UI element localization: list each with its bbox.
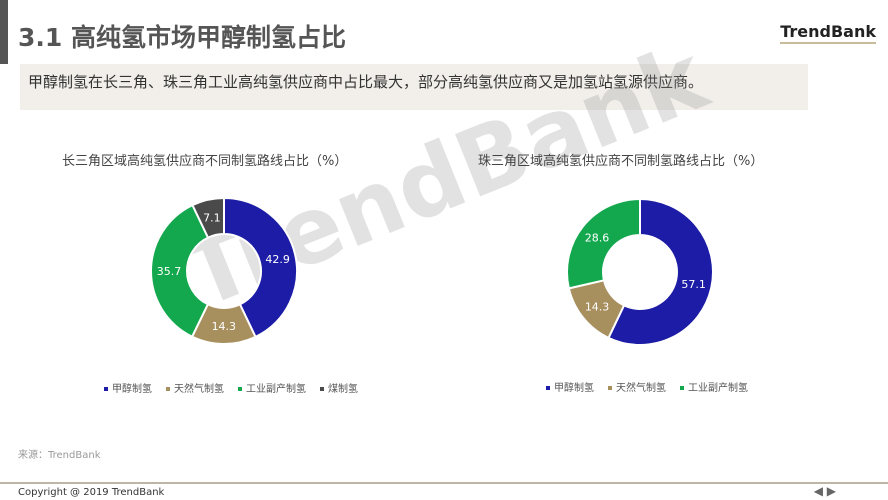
data-label: 35.7 [157, 265, 182, 278]
copyright: Copyright @ 2019 TrendBank [18, 487, 165, 498]
legend-swatch [166, 387, 170, 391]
legend-label: 天然气制氢 [174, 384, 224, 395]
data-label: 7.1 [203, 211, 221, 224]
chart2-legend: 甲醇制氢 天然气制氢 工业副产制氢 [546, 379, 748, 394]
legend-swatch [104, 387, 108, 391]
legend-swatch [238, 387, 242, 391]
legend-label: 甲醇制氢 [112, 384, 152, 395]
slice-甲醇制氢 [223, 196, 298, 339]
legend-label: 天然气制氢 [616, 383, 666, 394]
slice-工业副产制氢 [150, 203, 210, 338]
page-title: 3.1 高纯氢市场甲醇制氢占比 [18, 23, 346, 52]
legend-swatch [608, 386, 612, 390]
source-note: 来源：TrendBank [18, 450, 101, 461]
legend-swatch [680, 386, 684, 390]
legend-label: 工业副产制氢 [688, 383, 748, 394]
summary-box: 甲醇制氢在长三角、珠三角工业高纯氢供应商中占比最大，部分高纯氢供应商又是加氢站氢… [20, 64, 808, 110]
legend-item: 工业副产制氢 [238, 380, 306, 395]
data-label: 57.1 [681, 278, 706, 291]
data-label: 14.3 [585, 300, 610, 313]
data-label: 28.6 [585, 232, 610, 245]
chart1-legend: 甲醇制氢 天然气制氢 工业副产制氢 煤制氢 [104, 380, 358, 395]
legend-item: 甲醇制氢 [546, 379, 594, 394]
slice-煤制氢 [191, 196, 225, 239]
legend-item: 天然气制氢 [166, 380, 224, 395]
brand-logo: TrendBank [780, 22, 876, 44]
footer: Copyright @ 2019 TrendBank [0, 482, 888, 500]
slice-甲醇制氢 [607, 197, 714, 346]
legend-item: 天然气制氢 [608, 379, 666, 394]
legend-swatch [320, 387, 324, 391]
data-label: 14.3 [212, 320, 237, 333]
legend-label: 煤制氢 [328, 384, 358, 395]
prev-icon[interactable]: ◀ [813, 484, 823, 498]
legend-label: 工业副产制氢 [246, 384, 306, 395]
slice-工业副产制氢 [566, 197, 641, 290]
data-label: 42.9 [265, 253, 290, 266]
legend-item: 工业副产制氢 [680, 379, 748, 394]
chart1-title: 长三角区域高纯氢供应商不同制氢路线占比（%） [62, 154, 348, 169]
legend-label: 甲醇制氢 [554, 383, 594, 394]
accent-bar [0, 0, 8, 64]
legend-item: 甲醇制氢 [104, 380, 152, 395]
legend-swatch [546, 386, 550, 390]
slide-nav: ◀ ▶ [814, 484, 836, 498]
next-icon[interactable]: ▶ [826, 484, 836, 498]
legend-item: 煤制氢 [320, 380, 358, 395]
chart2-title: 珠三角区域高纯氢供应商不同制氢路线占比（%） [478, 154, 764, 169]
